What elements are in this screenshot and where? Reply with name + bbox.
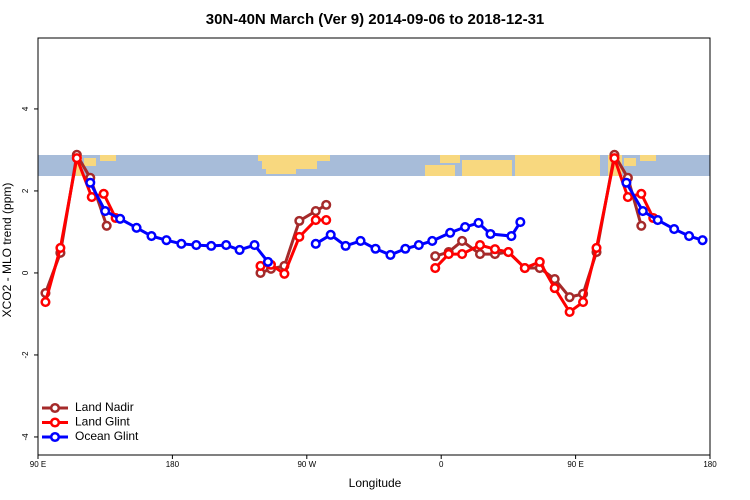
point bbox=[40, 297, 51, 308]
point bbox=[443, 249, 454, 260]
point bbox=[519, 262, 530, 274]
point bbox=[474, 249, 486, 260]
legend-label: Ocean Glint bbox=[75, 429, 139, 443]
point bbox=[489, 244, 501, 255]
point bbox=[310, 215, 321, 226]
x-axis-label: Longitude bbox=[349, 476, 402, 490]
point bbox=[473, 217, 484, 228]
point bbox=[669, 224, 680, 235]
y-axis-label: XCO2 - MLO trend (ppm) bbox=[0, 183, 14, 318]
point bbox=[294, 231, 305, 242]
point bbox=[206, 240, 217, 251]
chart-title: 30N-40N March (Ver 9) 2014-09-06 to 2018… bbox=[206, 11, 545, 28]
point bbox=[697, 235, 708, 246]
point bbox=[255, 260, 266, 272]
point bbox=[131, 222, 142, 233]
x-tick-label: 90 W bbox=[297, 460, 316, 469]
point bbox=[430, 251, 441, 262]
point bbox=[549, 283, 560, 294]
point bbox=[591, 242, 602, 253]
point bbox=[86, 192, 97, 203]
point bbox=[101, 220, 112, 231]
point bbox=[578, 297, 589, 308]
y-tick-label: -4 bbox=[21, 433, 30, 441]
point bbox=[485, 228, 496, 240]
y-tick-label: -2 bbox=[21, 351, 30, 359]
x-tick-label: 180 bbox=[166, 460, 180, 469]
point bbox=[534, 256, 545, 267]
point bbox=[191, 240, 202, 251]
legend-label: Land Nadir bbox=[75, 400, 134, 414]
legend-marker bbox=[49, 402, 61, 414]
series-line bbox=[88, 181, 703, 263]
point bbox=[115, 213, 126, 224]
point bbox=[427, 235, 438, 247]
point bbox=[325, 229, 336, 240]
point bbox=[637, 205, 648, 217]
point bbox=[355, 235, 366, 247]
point bbox=[413, 240, 424, 251]
point bbox=[622, 192, 633, 203]
point bbox=[684, 230, 695, 242]
point bbox=[460, 221, 471, 233]
point bbox=[564, 306, 575, 317]
point bbox=[636, 188, 647, 199]
plot-frame bbox=[37, 37, 711, 456]
legend-marker bbox=[49, 417, 61, 428]
x-tick-label: 180 bbox=[703, 460, 717, 469]
y-tick-label: 4 bbox=[21, 106, 30, 111]
point bbox=[161, 235, 172, 246]
map-strip bbox=[38, 155, 710, 176]
point bbox=[515, 217, 526, 228]
point bbox=[370, 243, 381, 254]
point bbox=[310, 205, 321, 217]
y-tick-label: 2 bbox=[21, 188, 30, 193]
point bbox=[321, 215, 332, 226]
point bbox=[430, 262, 441, 274]
point bbox=[609, 153, 620, 164]
point bbox=[55, 242, 66, 253]
point bbox=[294, 215, 305, 226]
point bbox=[85, 177, 96, 188]
point bbox=[146, 230, 157, 242]
point bbox=[636, 220, 647, 231]
legend-label: Land Glint bbox=[75, 415, 130, 429]
x-tick-label: 90 E bbox=[30, 460, 46, 469]
point bbox=[310, 238, 321, 249]
point bbox=[457, 249, 468, 260]
legend-marker bbox=[49, 431, 61, 443]
point bbox=[176, 238, 187, 249]
point bbox=[71, 153, 82, 164]
point bbox=[474, 240, 486, 251]
point bbox=[621, 177, 632, 188]
point bbox=[400, 243, 411, 254]
point bbox=[98, 188, 109, 199]
point bbox=[262, 256, 274, 267]
point bbox=[234, 244, 245, 256]
y-tick-label: 0 bbox=[21, 270, 30, 275]
point bbox=[249, 240, 260, 251]
point bbox=[385, 249, 396, 260]
point bbox=[279, 268, 290, 279]
point bbox=[652, 215, 663, 226]
point bbox=[503, 246, 514, 258]
point bbox=[321, 199, 332, 210]
point bbox=[445, 227, 456, 238]
point bbox=[506, 230, 517, 242]
point bbox=[457, 235, 468, 247]
x-tick-label: 90 E bbox=[567, 460, 583, 469]
point bbox=[221, 240, 232, 251]
x-tick-label: 0 bbox=[439, 460, 444, 469]
point bbox=[100, 205, 111, 217]
point bbox=[340, 240, 351, 251]
point bbox=[564, 292, 575, 303]
